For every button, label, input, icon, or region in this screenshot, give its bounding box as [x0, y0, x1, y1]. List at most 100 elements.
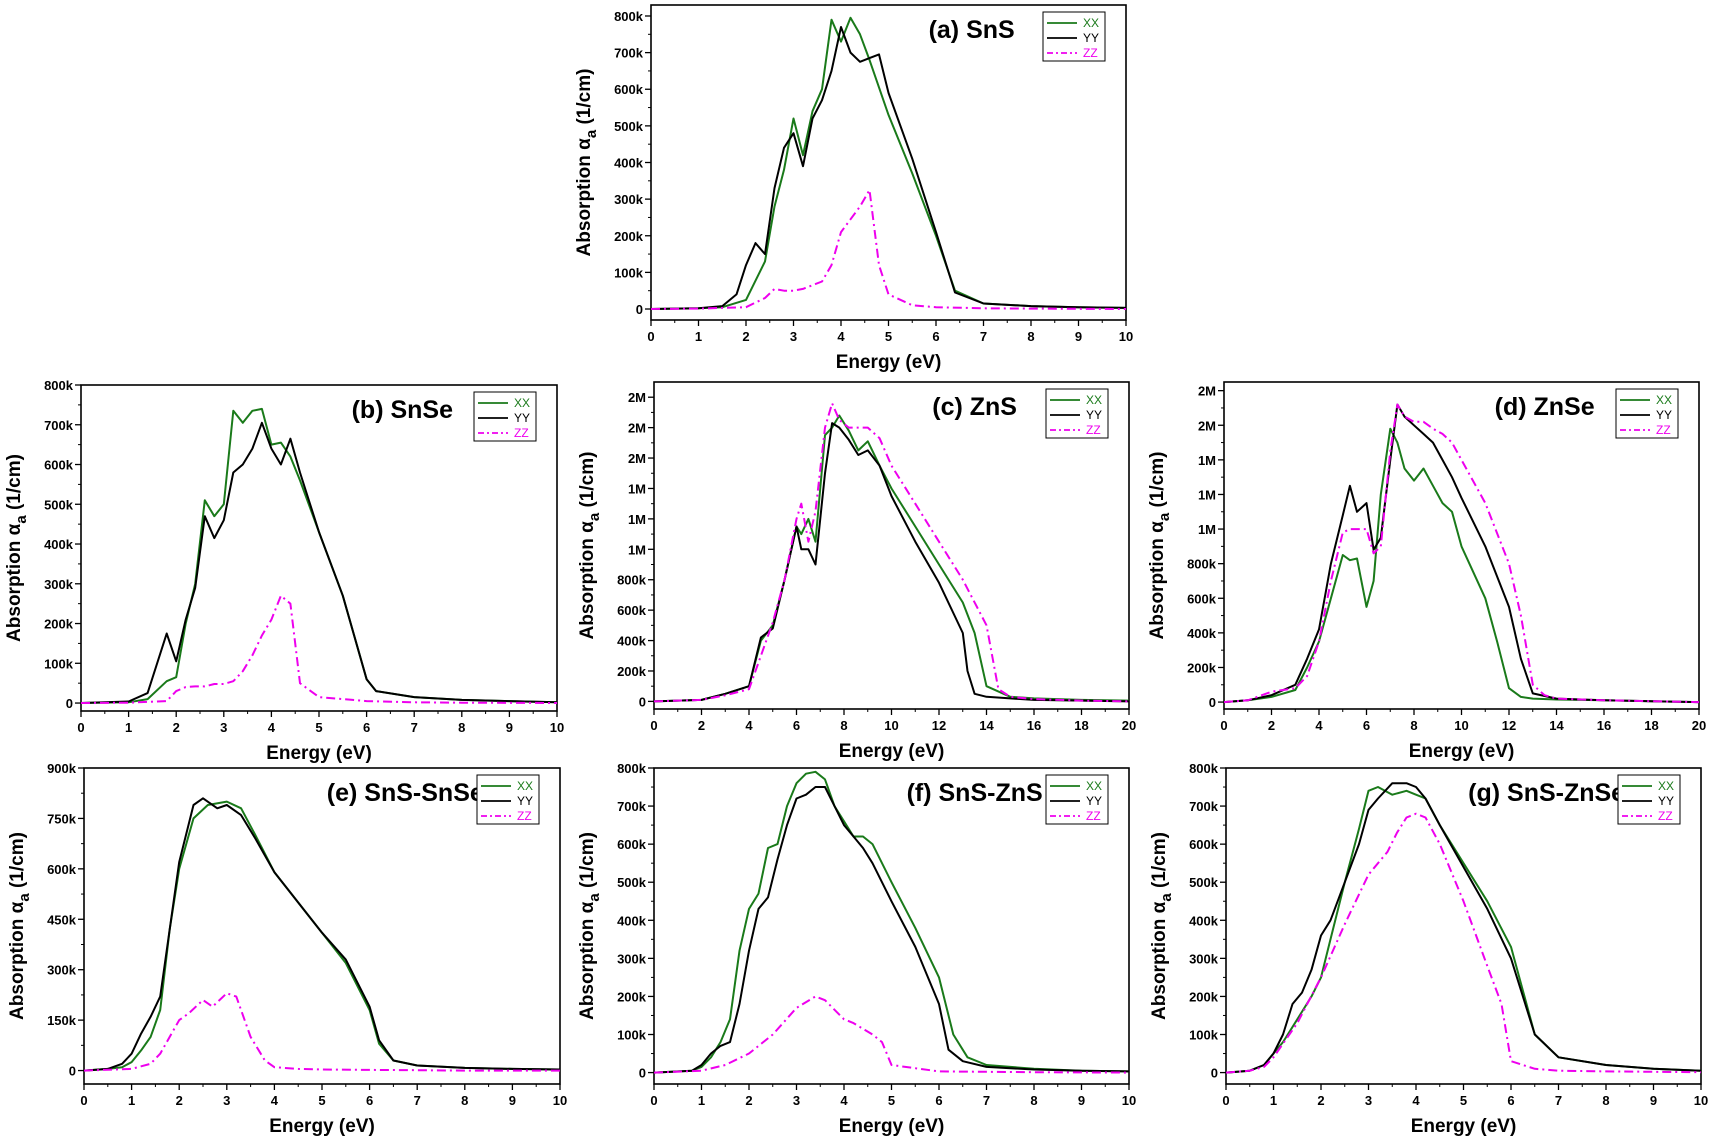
- series-line-zz: [651, 189, 1126, 310]
- x-axis-title: Energy (eV): [1411, 1116, 1517, 1137]
- y-tick-label: 0: [1211, 1066, 1218, 1081]
- x-tick-label: 0: [1222, 1093, 1229, 1108]
- chart-panel-d: 0 2 4 6 8 10 12 14 16 18 20 0 200k 400k 600k 800k 1M 1M 1M…: [1147, 381, 1706, 762]
- y-tick-label: 300k: [1189, 951, 1219, 966]
- x-tick-label: 0: [647, 329, 654, 344]
- x-tick-label: 8: [461, 1093, 468, 1108]
- y-tick-label: 700k: [617, 799, 647, 814]
- x-tick-label: 5: [318, 1093, 325, 1108]
- y-tick-label: 600k: [617, 603, 647, 618]
- x-tick-label: 0: [1220, 718, 1227, 733]
- y-tick-label: 2M: [628, 390, 646, 405]
- x-tick-label: 12: [1502, 718, 1516, 733]
- legend-label-yy: YY: [1083, 31, 1099, 45]
- x-tick-label: 1: [128, 1093, 135, 1108]
- series-line-yy: [654, 786, 1129, 1074]
- x-tick-label: 1: [1270, 1093, 1277, 1108]
- x-tick-label: 10: [1119, 329, 1133, 344]
- x-tick-label: 9: [1650, 1093, 1657, 1108]
- series-line-zz: [81, 594, 557, 704]
- x-tick-label: 3: [790, 329, 797, 344]
- y-tick-label: 500k: [1189, 875, 1219, 890]
- x-tick-label: 5: [885, 329, 892, 344]
- x-tick-label: 6: [932, 329, 939, 344]
- legend-label-xx: XX: [517, 779, 533, 793]
- y-tick-label: 300k: [617, 951, 647, 966]
- panel-title: (c) ZnS: [932, 393, 1017, 421]
- y-tick-label: 700k: [44, 418, 74, 433]
- y-axis-title: Absorption αa (1/cm): [7, 832, 33, 1020]
- chart-panel-f: 0 1 2 3 4 5 6 7 8 9 10 0 100k 200k 300k 400k 500k 600k 700…: [577, 761, 1136, 1137]
- y-tick-label: 400k: [1189, 913, 1219, 928]
- x-tick-label: 9: [1075, 329, 1082, 344]
- legend-label-yy: YY: [1086, 794, 1102, 808]
- x-tick-label: 10: [884, 718, 898, 733]
- x-tick-label: 18: [1074, 718, 1088, 733]
- chart-panel-e: 0 1 2 3 4 5 6 7 8 9 10 0 150k 300k 450k 600k 750k 900k (e)…: [7, 761, 567, 1137]
- x-tick-label: 20: [1122, 718, 1136, 733]
- y-tick-label: 100k: [617, 1028, 647, 1043]
- x-tick-label: 14: [1549, 718, 1564, 733]
- y-tick-label: 600k: [47, 862, 77, 877]
- x-tick-label: 8: [1027, 329, 1034, 344]
- series-line-xx: [651, 16, 1126, 310]
- y-tick-label: 1M: [1198, 487, 1216, 502]
- y-axis-title: Absorption αa (1/cm): [577, 832, 603, 1020]
- chart-panel-a: 0 1 2 3 4 5 6 7 8 9 10 0 100k 200k 300k 400k 500k 600k 700…: [574, 4, 1133, 373]
- legend-label-yy: YY: [514, 411, 530, 425]
- panel-title: (d) ZnSe: [1495, 393, 1595, 421]
- x-tick-label: 16: [1027, 718, 1041, 733]
- legend-label-yy: YY: [1656, 408, 1672, 422]
- y-axis-title: Absorption αa (1/cm): [577, 452, 603, 640]
- y-tick-label: 400k: [44, 537, 74, 552]
- x-tick-label: 2: [173, 720, 180, 735]
- y-tick-label: 400k: [1187, 626, 1217, 641]
- x-tick-label: 4: [745, 718, 753, 733]
- y-tick-label: 300k: [614, 192, 644, 207]
- x-axis-title: Energy (eV): [839, 1116, 945, 1137]
- series-line-yy: [651, 26, 1126, 310]
- y-tick-label: 200k: [1189, 989, 1219, 1004]
- legend-label-xx: XX: [514, 396, 530, 410]
- series-line-yy: [1226, 782, 1701, 1074]
- y-tick-label: 1M: [628, 542, 646, 557]
- legend-box: [1617, 774, 1681, 825]
- chart-panel-g: 0 1 2 3 4 5 6 7 8 9 10 0 100k 200k 300k 400k 500k 600k 700…: [1149, 761, 1708, 1137]
- series-line-yy: [84, 797, 560, 1072]
- legend-box: [1042, 11, 1106, 62]
- y-tick-label: 0: [639, 1066, 646, 1081]
- x-tick-label: 5: [1460, 1093, 1467, 1108]
- legend-box: [1045, 774, 1109, 825]
- x-tick-label: 4: [1315, 718, 1323, 733]
- y-tick-label: 500k: [617, 875, 647, 890]
- x-tick-label: 10: [550, 720, 564, 735]
- series-line-zz: [1226, 812, 1701, 1074]
- x-tick-label: 10: [1694, 1093, 1708, 1108]
- y-tick-label: 1M: [628, 481, 646, 496]
- chart-panel-b: 0 1 2 3 4 5 6 7 8 9 10 0 100k 200k 300k 400k 500k 600k 700…: [4, 378, 564, 764]
- x-tick-label: 7: [414, 1093, 421, 1108]
- y-tick-label: 1M: [1198, 522, 1216, 537]
- x-tick-label: 5: [315, 720, 322, 735]
- x-tick-label: 4: [1412, 1093, 1420, 1108]
- y-tick-label: 300k: [44, 577, 74, 592]
- x-tick-label: 2: [1268, 718, 1275, 733]
- x-tick-label: 10: [1454, 718, 1468, 733]
- y-tick-label: 600k: [614, 82, 644, 97]
- legend-box: [476, 774, 540, 825]
- y-tick-label: 800k: [1187, 557, 1217, 572]
- y-tick-label: 100k: [44, 656, 74, 671]
- y-tick-label: 100k: [1189, 1028, 1219, 1043]
- legend-label-xx: XX: [1086, 779, 1102, 793]
- panel-title: (f) SnS-ZnS: [907, 779, 1043, 807]
- x-tick-label: 12: [932, 718, 946, 733]
- legend-label-yy: YY: [1658, 794, 1674, 808]
- x-tick-label: 0: [650, 1093, 657, 1108]
- y-tick-label: 800k: [1189, 761, 1219, 776]
- x-tick-label: 4: [840, 1093, 848, 1108]
- x-tick-label: 6: [366, 1093, 373, 1108]
